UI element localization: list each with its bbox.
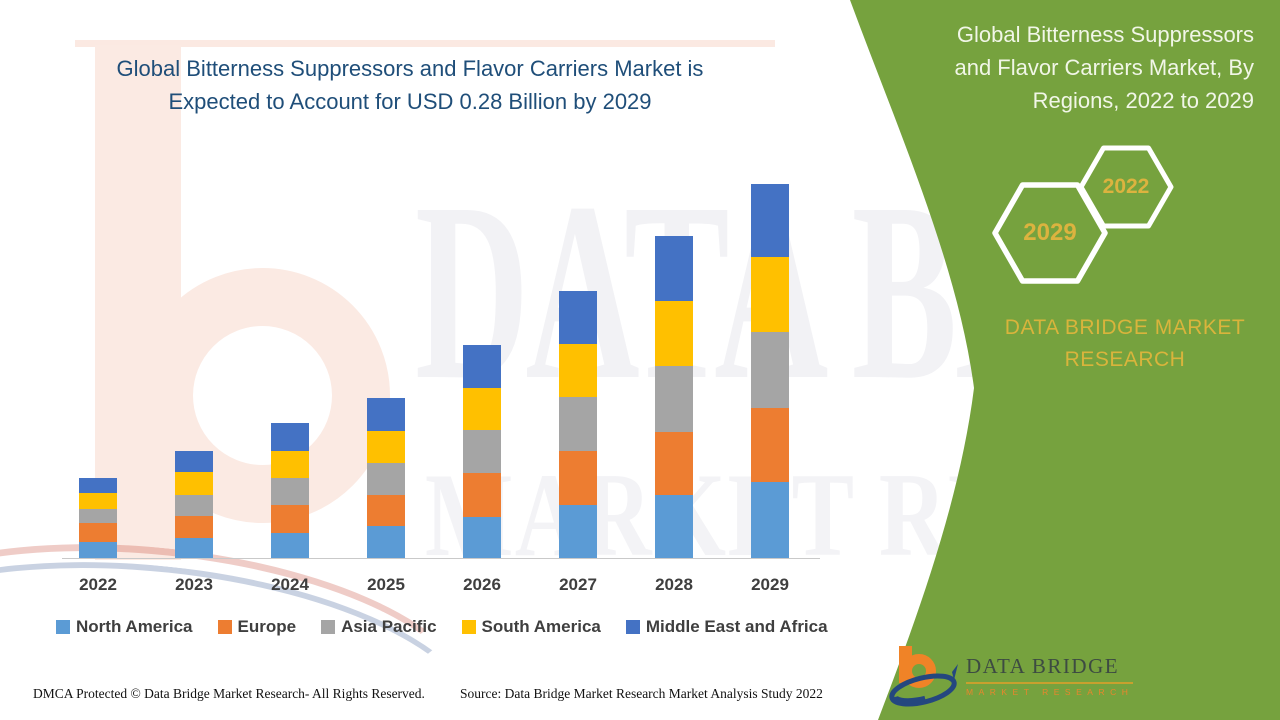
bar-2022 [79, 478, 117, 558]
x-axis-label-2023: 2023 [175, 575, 213, 594]
logo-mark-icon [889, 646, 958, 707]
x-axis-label-2028: 2028 [655, 575, 693, 594]
panel-title: Global Bitterness Suppressors and Flavor… [874, 18, 1254, 117]
data-bridge-logo: DATA BRIDGE MARKET RESEARCH [886, 644, 1134, 708]
legend-item-europe: Europe [217, 617, 297, 637]
legend-item-middle-east-and-africa: Middle East and Africa [625, 617, 828, 637]
panel-title-line-3: Regions, 2022 to 2029 [1032, 88, 1254, 113]
bar-segment-2025-south-america [367, 431, 405, 464]
legend-label: Asia Pacific [341, 617, 437, 636]
legend-swatch-icon [321, 620, 336, 634]
x-axis-label-2029: 2029 [751, 575, 789, 594]
bar-segment-2027-north-america [559, 504, 597, 558]
legend-item-north-america: North America [56, 617, 193, 637]
bar-segment-2023-south-america [175, 472, 213, 495]
bar-segment-2028-south-america [655, 301, 693, 367]
x-axis-label-2025: 2025 [367, 575, 405, 594]
bar-segment-2023-north-america [175, 537, 213, 558]
bar-segment-2024-south-america [271, 451, 309, 478]
chart-title: Global Bitterness Suppressors and Flavor… [55, 52, 765, 118]
legend-swatch-icon [56, 620, 70, 634]
bar-segment-2022-middle-east-and-africa [79, 478, 117, 494]
bar-segment-2024-north-america [271, 532, 309, 558]
bar-segment-2029-south-america [751, 256, 789, 332]
legend-label: North America [76, 617, 193, 636]
logo-text: DATA BRIDGE MARKET RESEARCH [966, 654, 1134, 697]
bar-segment-2029-middle-east-and-africa [751, 184, 789, 257]
bar-2025 [367, 398, 405, 558]
panel-title-line-1: Global Bitterness Suppressors [956, 22, 1254, 47]
bar-segment-2028-asia-pacific [655, 366, 693, 433]
bar-2029 [751, 184, 789, 558]
panel-title-line-2: and Flavor Carriers Market, By [954, 55, 1254, 80]
source-text: Source: Data Bridge Market Research Mark… [460, 686, 823, 701]
chart-title-line-1: Global Bitterness Suppressors and Flavor… [116, 56, 704, 81]
bar-segment-2027-asia-pacific [559, 397, 597, 452]
bar-segment-2026-south-america [463, 387, 501, 430]
bar-segment-2027-europe [559, 451, 597, 505]
bar-segment-2024-asia-pacific [271, 477, 309, 505]
bar-segment-2025-europe [367, 495, 405, 526]
hexagon-2022-label: 2022 [1102, 175, 1150, 198]
legend-item-asia-pacific: Asia Pacific [321, 617, 437, 637]
legend-label: Middle East and Africa [645, 617, 828, 636]
bar-segment-2026-north-america [463, 517, 501, 558]
x-axis-label-2022: 2022 [79, 575, 117, 594]
bar-segment-2026-europe [463, 472, 501, 518]
legend-label: South America [481, 617, 601, 636]
panel-brand-text: DATA BRIDGE MARKET RESEARCH [990, 312, 1260, 376]
bar-segment-2025-asia-pacific [367, 463, 405, 496]
legend-swatch-icon [461, 620, 476, 634]
bar-segment-2024-europe [271, 504, 309, 533]
bar-2027 [559, 291, 597, 558]
legend-item-south-america: South America [461, 617, 601, 637]
legend-label: Europe [237, 617, 297, 636]
bar-2024 [271, 422, 309, 558]
legend-swatch-icon [217, 620, 232, 634]
hexagon-2029-label: 2029 [1023, 219, 1077, 246]
bar-2026 [463, 344, 501, 558]
bar-segment-2023-asia-pacific [175, 494, 213, 516]
bar-segment-2022-europe [79, 523, 117, 542]
chart-legend: North America Europe Asia Pacific South Ame… [56, 617, 836, 637]
x-axis-label-2026: 2026 [463, 575, 501, 594]
bar-segment-2023-middle-east-and-africa [175, 451, 213, 473]
bar-segment-2028-europe [655, 432, 693, 496]
bar-2023 [175, 451, 213, 558]
bar-segment-2029-asia-pacific [751, 331, 789, 408]
bar-segment-2026-asia-pacific [463, 429, 501, 473]
bar-segment-2029-europe [751, 407, 789, 482]
bar-segment-2025-middle-east-and-africa [367, 398, 405, 432]
panel-brand-line-1: DATA BRIDGE MARKET [1004, 316, 1246, 339]
bar-segment-2024-middle-east-and-africa [271, 422, 309, 451]
bar-segment-2022-north-america [79, 541, 117, 558]
x-axis-label-2027: 2027 [559, 575, 597, 594]
stacked-bar-chart [79, 184, 789, 558]
logo-tagline: MARKET RESEARCH [966, 687, 1134, 697]
bar-segment-2022-asia-pacific [79, 509, 117, 524]
logo-name: DATA BRIDGE [966, 654, 1134, 684]
x-axis-line [62, 558, 820, 559]
dmca-text: DMCA Protected © Data Bridge Market Rese… [33, 686, 425, 701]
bar-2028 [655, 236, 693, 558]
bar-segment-2026-middle-east-and-africa [463, 344, 501, 388]
bar-segment-2028-middle-east-and-africa [655, 236, 693, 302]
bar-segment-2028-north-america [655, 495, 693, 558]
bar-segment-2025-north-america [367, 525, 405, 558]
x-axis-label-2024: 2024 [271, 575, 309, 594]
bar-segment-2023-europe [175, 515, 213, 538]
bar-segment-2027-middle-east-and-africa [559, 291, 597, 345]
bar-segment-2029-north-america [751, 481, 789, 558]
bar-segment-2022-south-america [79, 493, 117, 510]
bar-segment-2027-south-america [559, 344, 597, 398]
chart-title-line-2: Expected to Account for USD 0.28 Billion… [168, 89, 652, 114]
legend-swatch-icon [625, 620, 640, 634]
panel-brand-line-2: RESEARCH [1064, 348, 1186, 371]
